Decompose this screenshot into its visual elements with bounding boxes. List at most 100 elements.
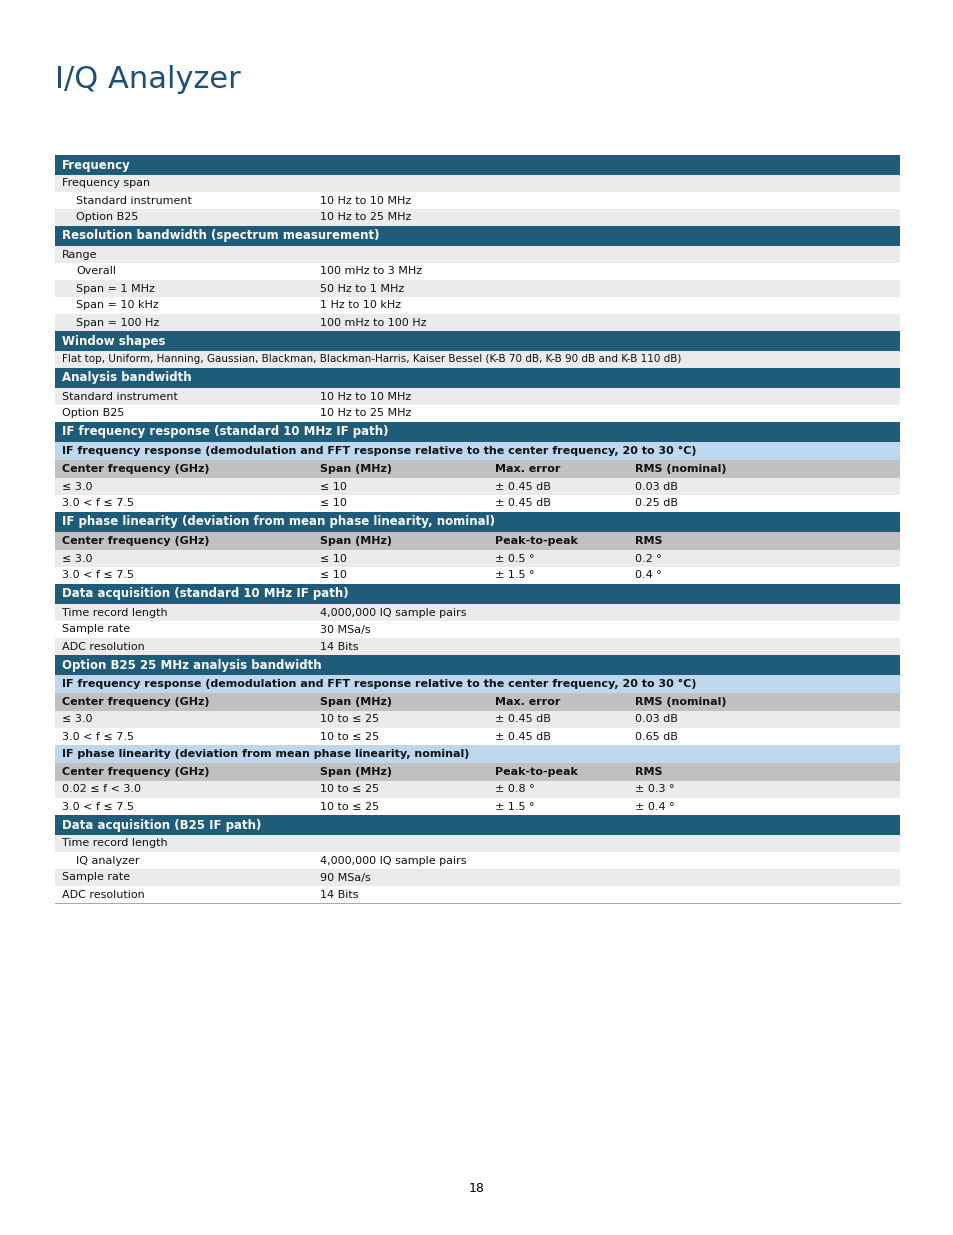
Bar — [55, 351, 899, 368]
Bar — [55, 584, 899, 604]
Bar — [55, 621, 899, 638]
Text: Option B25: Option B25 — [76, 212, 138, 222]
Text: Span (MHz): Span (MHz) — [319, 464, 392, 474]
Bar — [55, 296, 899, 314]
Text: Data acquisition (standard 10 MHz IF path): Data acquisition (standard 10 MHz IF pat… — [62, 588, 348, 600]
Text: 0.4 °: 0.4 ° — [635, 571, 661, 580]
Text: ± 0.8 °: ± 0.8 ° — [495, 784, 534, 794]
Text: ≤ 10: ≤ 10 — [319, 571, 347, 580]
Text: Peak-to-peak: Peak-to-peak — [495, 767, 578, 777]
Bar — [55, 314, 899, 331]
Text: 50 Hz to 1 MHz: 50 Hz to 1 MHz — [319, 284, 404, 294]
Text: ≤ 10: ≤ 10 — [319, 499, 347, 509]
Bar — [55, 246, 899, 263]
Text: ≤ 10: ≤ 10 — [319, 482, 347, 492]
Text: 30 MSa/s: 30 MSa/s — [319, 625, 370, 635]
Text: Span (MHz): Span (MHz) — [319, 767, 392, 777]
Text: 100 mHz to 100 Hz: 100 mHz to 100 Hz — [319, 317, 426, 327]
Text: 10 to ≤ 25: 10 to ≤ 25 — [319, 802, 378, 811]
Text: Center frequency (GHz): Center frequency (GHz) — [62, 464, 210, 474]
Text: Peak-to-peak: Peak-to-peak — [495, 536, 578, 546]
Bar — [55, 156, 899, 175]
Text: 100 mHz to 3 MHz: 100 mHz to 3 MHz — [319, 267, 421, 277]
Text: Span = 10 kHz: Span = 10 kHz — [76, 300, 158, 310]
Bar — [55, 835, 899, 852]
Text: Span (MHz): Span (MHz) — [319, 536, 392, 546]
Text: ± 0.5 °: ± 0.5 ° — [495, 553, 534, 563]
Bar — [55, 331, 899, 351]
Text: ≤ 3.0: ≤ 3.0 — [62, 482, 92, 492]
Text: Span (MHz): Span (MHz) — [319, 697, 392, 706]
Text: Sample rate: Sample rate — [62, 872, 130, 883]
Text: 3.0 < f ≤ 7.5: 3.0 < f ≤ 7.5 — [62, 499, 133, 509]
Text: 90 MSa/s: 90 MSa/s — [319, 872, 371, 883]
Text: Time record length: Time record length — [62, 839, 168, 848]
Bar — [55, 388, 899, 405]
Bar — [55, 763, 899, 781]
Text: 18: 18 — [469, 1182, 484, 1194]
Bar — [55, 368, 899, 388]
Text: Span = 100 Hz: Span = 100 Hz — [76, 317, 159, 327]
Bar — [55, 655, 899, 676]
Text: 10 to ≤ 25: 10 to ≤ 25 — [319, 784, 378, 794]
Bar — [55, 693, 899, 711]
Text: ≤ 10: ≤ 10 — [319, 553, 347, 563]
Bar — [55, 209, 899, 226]
Text: Resolution bandwidth (spectrum measurement): Resolution bandwidth (spectrum measureme… — [62, 230, 379, 242]
Text: Option B25 25 MHz analysis bandwidth: Option B25 25 MHz analysis bandwidth — [62, 658, 321, 672]
Text: Analysis bandwidth: Analysis bandwidth — [62, 372, 192, 384]
Text: Frequency span: Frequency span — [62, 179, 150, 189]
Text: 0.25 dB: 0.25 dB — [635, 499, 678, 509]
Text: Option B25: Option B25 — [62, 409, 124, 419]
Bar — [55, 495, 899, 513]
Bar — [55, 727, 899, 745]
Text: Max. error: Max. error — [495, 697, 559, 706]
Bar — [55, 638, 899, 655]
Bar — [55, 459, 899, 478]
Text: 10 Hz to 25 MHz: 10 Hz to 25 MHz — [319, 212, 411, 222]
Text: 3.0 < f ≤ 7.5: 3.0 < f ≤ 7.5 — [62, 571, 133, 580]
Bar — [55, 815, 899, 835]
Bar — [55, 422, 899, 442]
Text: Time record length: Time record length — [62, 608, 168, 618]
Text: Center frequency (GHz): Center frequency (GHz) — [62, 536, 210, 546]
Bar — [55, 781, 899, 798]
Text: IF phase linearity (deviation from mean phase linearity, nominal): IF phase linearity (deviation from mean … — [62, 748, 469, 760]
Bar — [55, 513, 899, 532]
Text: ± 0.3 °: ± 0.3 ° — [635, 784, 674, 794]
Bar — [55, 226, 899, 246]
Text: ± 0.45 dB: ± 0.45 dB — [495, 482, 550, 492]
Text: Window shapes: Window shapes — [62, 335, 165, 347]
Text: IF frequency response (demodulation and FFT response relative to the center freq: IF frequency response (demodulation and … — [62, 679, 696, 689]
Bar — [55, 798, 899, 815]
Text: ± 0.45 dB: ± 0.45 dB — [495, 731, 550, 741]
Text: Sample rate: Sample rate — [62, 625, 130, 635]
Text: IF phase linearity (deviation from mean phase linearity, nominal): IF phase linearity (deviation from mean … — [62, 515, 495, 529]
Text: RMS (nominal): RMS (nominal) — [635, 464, 726, 474]
Bar — [55, 604, 899, 621]
Bar — [55, 550, 899, 567]
Bar — [55, 280, 899, 296]
Text: Flat top, Uniform, Hanning, Gaussian, Blackman, Blackman-Harris, Kaiser Bessel (: Flat top, Uniform, Hanning, Gaussian, Bl… — [62, 354, 680, 364]
Bar — [55, 263, 899, 280]
Text: RMS (nominal): RMS (nominal) — [635, 697, 726, 706]
Text: 0.02 ≤ f < 3.0: 0.02 ≤ f < 3.0 — [62, 784, 141, 794]
Bar — [55, 567, 899, 584]
Text: Center frequency (GHz): Center frequency (GHz) — [62, 767, 210, 777]
Text: RMS: RMS — [635, 767, 661, 777]
Text: IF frequency response (standard 10 MHz IF path): IF frequency response (standard 10 MHz I… — [62, 426, 388, 438]
Text: ± 0.4 °: ± 0.4 ° — [635, 802, 674, 811]
Bar — [55, 676, 899, 693]
Bar — [55, 869, 899, 885]
Text: ± 1.5 °: ± 1.5 ° — [495, 571, 534, 580]
Bar — [55, 852, 899, 869]
Text: ADC resolution: ADC resolution — [62, 641, 145, 652]
Text: 14 Bits: 14 Bits — [319, 889, 358, 899]
Text: ADC resolution: ADC resolution — [62, 889, 145, 899]
Text: 10 to ≤ 25: 10 to ≤ 25 — [319, 715, 378, 725]
Text: Overall: Overall — [76, 267, 116, 277]
Text: Frequency: Frequency — [62, 158, 131, 172]
Bar — [55, 711, 899, 727]
Text: 3.0 < f ≤ 7.5: 3.0 < f ≤ 7.5 — [62, 731, 133, 741]
Text: ± 0.45 dB: ± 0.45 dB — [495, 499, 550, 509]
